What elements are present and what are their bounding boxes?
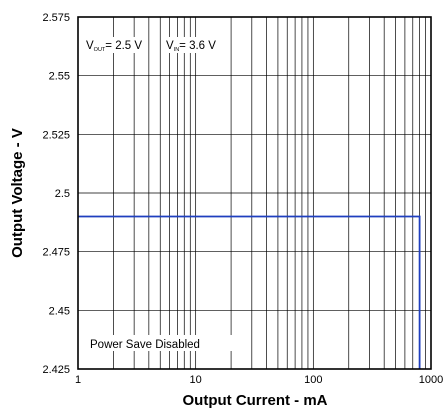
x-axis-title: Output Current - mA [183, 392, 328, 409]
x-tick-label: 10 [190, 374, 202, 386]
y-tick-label: 2.525 [42, 129, 70, 141]
y-tick-label: 2.575 [42, 12, 70, 24]
y-tick-label: 2.55 [49, 71, 70, 83]
y-tick-label: 2.425 [42, 364, 70, 376]
svg-text:VOUT= 2.5 V: VOUT= 2.5 V [86, 40, 142, 53]
series-layer [78, 215, 421, 369]
annotation-vout: VOUT= 2.5 V [83, 37, 143, 53]
x-tick-labels: 1 10 100 1000 [75, 374, 443, 386]
svg-text:VIN= 3.6 V: VIN= 3.6 V [166, 40, 216, 53]
y-tick-label: 2.5 [55, 188, 70, 200]
x-tick-label: 100 [304, 374, 322, 386]
y-axis-title: Output Voltage - V [9, 128, 26, 258]
x-tick-label: 1 [75, 374, 81, 386]
plot-frame [77, 16, 432, 370]
annotation-vin: VIN= 3.6 V [163, 37, 221, 53]
y-tick-labels: 2.575 2.55 2.525 2.5 2.475 2.45 2.425 [42, 12, 70, 376]
x-tick-label: 1000 [419, 374, 443, 386]
svg-text:Power Save Disabled: Power Save Disabled [90, 339, 200, 351]
annotation-mode: Power Save Disabled [86, 335, 236, 351]
series-line [78, 215, 421, 369]
y-tick-label: 2.475 [42, 247, 70, 259]
y-tick-label: 2.45 [49, 305, 70, 317]
